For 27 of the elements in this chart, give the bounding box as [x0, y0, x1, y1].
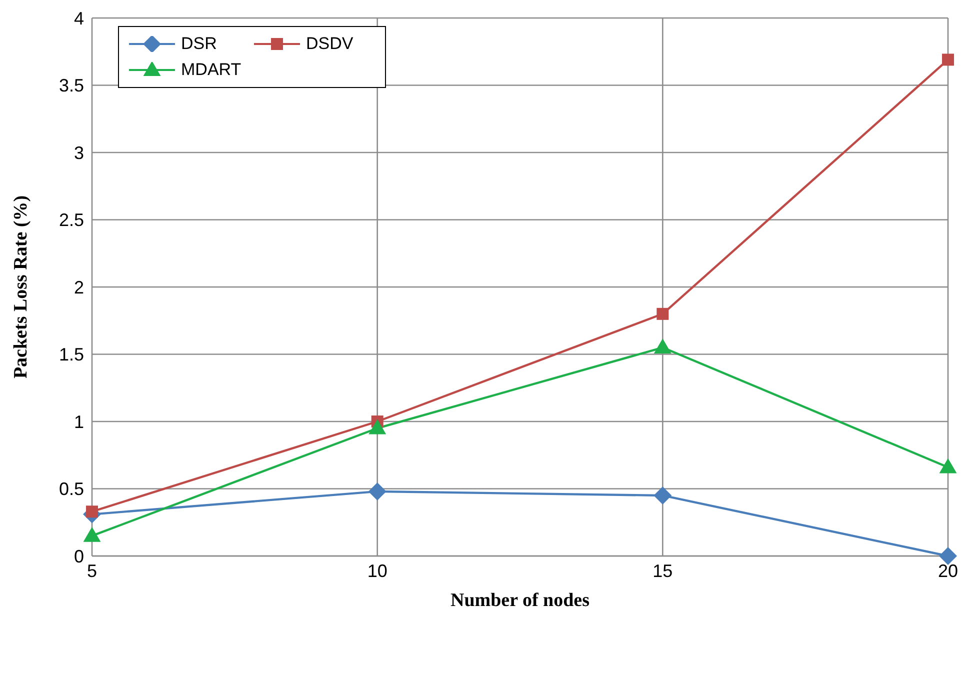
legend-label: MDART — [181, 60, 242, 80]
y-tick-label: 0 — [74, 546, 84, 566]
y-axis-title: Packets Loss Rate (%) — [10, 195, 32, 379]
point — [940, 459, 956, 474]
point — [654, 340, 671, 354]
x-tick-label: 20 — [938, 560, 958, 581]
y-tick-label: 3 — [74, 142, 84, 163]
point — [654, 486, 672, 504]
y-tick-label: 2 — [74, 277, 84, 298]
y-tick-label: 2.5 — [58, 210, 84, 230]
y-tick-label: 1.5 — [58, 344, 84, 365]
y-tick-label: 0.5 — [58, 479, 84, 500]
point — [84, 528, 100, 542]
point — [368, 482, 386, 500]
legend-label: DSDV — [306, 34, 354, 54]
point — [939, 547, 957, 565]
y-tick-label: 4 — [74, 8, 84, 28]
y-tick-label: 1 — [74, 412, 84, 432]
x-axis-title: Number of nodes — [450, 590, 590, 611]
y-tick-label: 3.5 — [58, 76, 84, 96]
point — [656, 308, 669, 320]
point — [369, 420, 386, 434]
x-tick-label: 15 — [652, 560, 673, 581]
x-tick-label: 5 — [86, 560, 98, 581]
point — [942, 54, 954, 66]
legend-label: DSR — [181, 34, 217, 54]
x-tick-label: 10 — [367, 560, 388, 581]
